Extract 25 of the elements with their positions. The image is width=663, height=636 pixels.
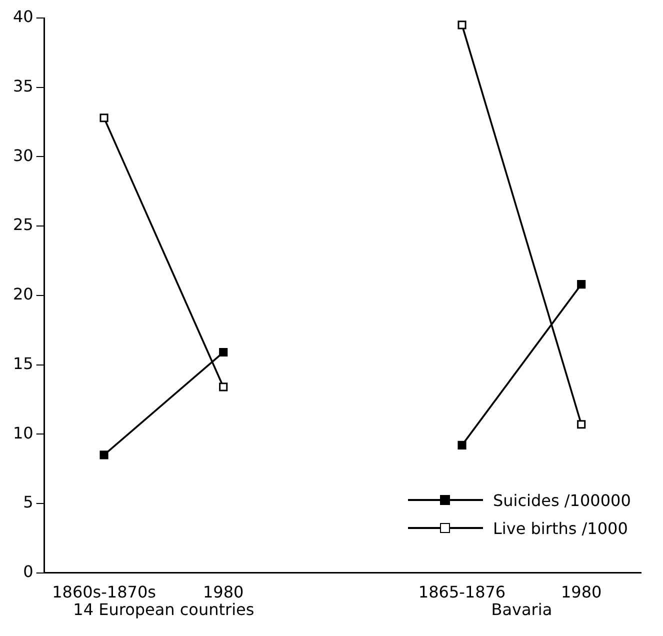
y-tick-label: 25 xyxy=(13,215,34,234)
y-tick-label: 5 xyxy=(23,492,34,512)
x-tick-label: 1860s-1870s xyxy=(52,582,156,602)
point xyxy=(458,440,466,450)
text: Bavaria xyxy=(491,600,552,619)
legend-label: Suicides /100000 xyxy=(493,491,631,510)
y-tick-label: 30 xyxy=(13,146,34,165)
legend-label: Live births /1000 xyxy=(493,519,628,538)
point xyxy=(100,450,108,460)
point xyxy=(577,280,586,289)
point xyxy=(100,114,108,122)
y-tick-label: 15 xyxy=(13,354,34,373)
y-tick-label: 20 xyxy=(13,284,34,304)
x-tick-label: 1980 xyxy=(560,582,602,602)
y-tick-label: 40 xyxy=(13,7,34,26)
text: 14 European countries xyxy=(73,600,254,619)
y-tick-label: 35 xyxy=(13,76,34,96)
y-tick-label: 0 xyxy=(23,562,34,581)
point xyxy=(577,420,586,429)
y-tick-label: 10 xyxy=(13,423,34,442)
x-tick-label: 1865-1876 xyxy=(418,582,506,602)
point xyxy=(219,348,228,357)
point xyxy=(458,20,466,30)
x-tick-label: 1980 xyxy=(202,582,244,602)
point xyxy=(219,382,228,392)
